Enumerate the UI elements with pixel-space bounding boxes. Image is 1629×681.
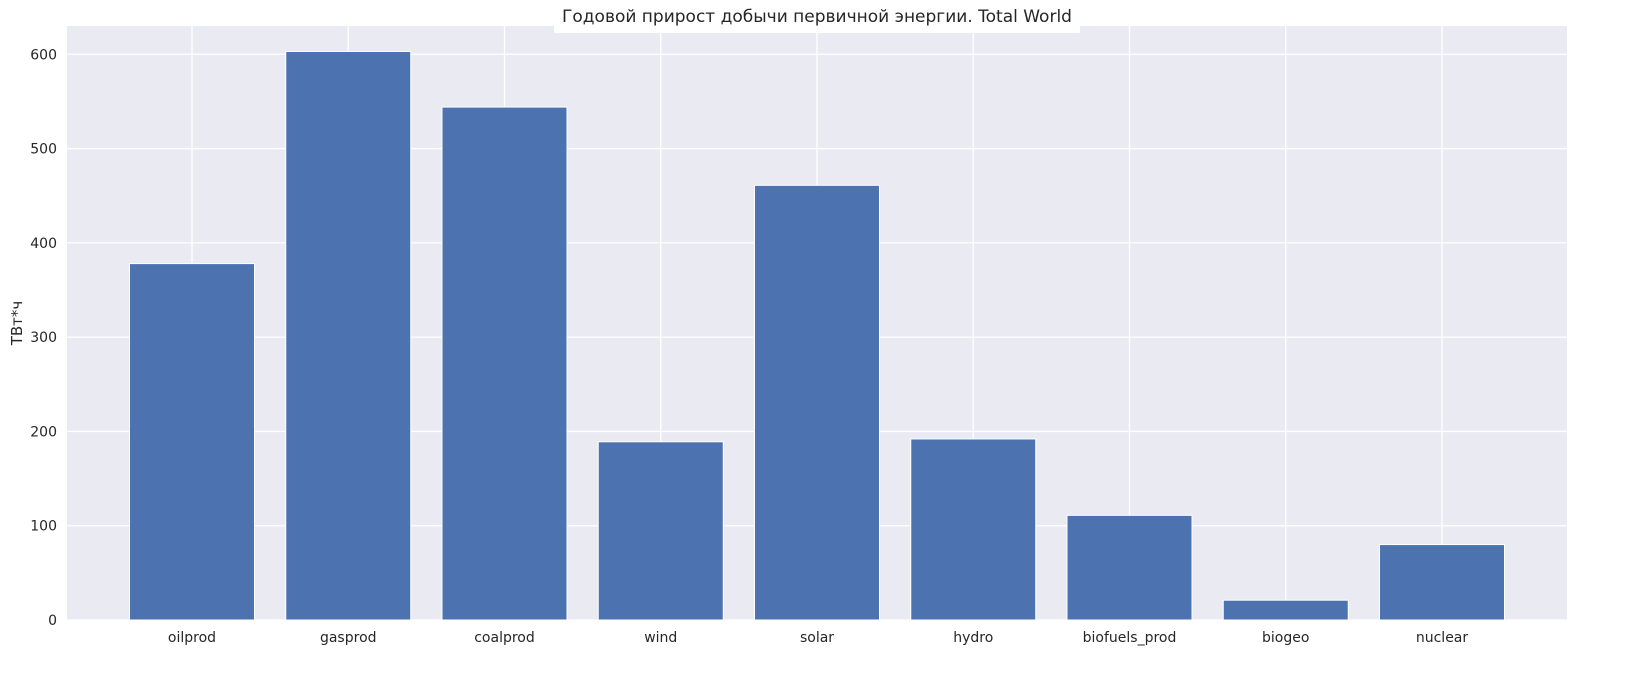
bar-biofuels_prod bbox=[1066, 514, 1193, 621]
bar-gasprod bbox=[285, 50, 412, 621]
y-tick-label: 400 bbox=[30, 236, 57, 252]
y-tick-label: 100 bbox=[30, 519, 57, 535]
chart-title: Годовой прирост добычи первичной энергии… bbox=[562, 7, 1072, 27]
chart-title-group: Годовой прирост добычи первичной энергии… bbox=[554, 0, 1080, 33]
bar-hydro bbox=[910, 438, 1037, 621]
y-tick-label: 300 bbox=[30, 330, 57, 346]
bar-coalprod bbox=[441, 106, 568, 621]
x-tick-label: gasprod bbox=[320, 630, 377, 646]
bar-oilprod bbox=[129, 263, 255, 621]
bar-nuclear bbox=[1379, 544, 1505, 621]
bar-wind bbox=[597, 441, 724, 621]
x-tick-label: oilprod bbox=[168, 630, 216, 646]
x-tick-label: biofuels_prod bbox=[1083, 630, 1177, 646]
y-tick-label: 200 bbox=[30, 424, 57, 440]
y-tick-label: 500 bbox=[30, 142, 57, 158]
title-background bbox=[554, 0, 1080, 33]
y-axis-label: ТВт*ч bbox=[8, 301, 26, 347]
bar-solar bbox=[754, 184, 880, 621]
x-tick-label: wind bbox=[644, 630, 677, 646]
y-tick-label: 0 bbox=[48, 613, 57, 629]
x-axis-ticks: oilprod gasprod coalprod wind solar hydro biof… bbox=[168, 630, 1468, 646]
x-tick-label: nuclear bbox=[1416, 630, 1469, 646]
bars bbox=[129, 50, 1505, 621]
y-axis-ticks: 0 100 200 300 400 500 600 bbox=[30, 47, 57, 629]
x-tick-label: solar bbox=[800, 630, 834, 646]
x-tick-label: coalprod bbox=[474, 630, 535, 646]
y-tick-label: 600 bbox=[30, 47, 57, 63]
bar-biogeo bbox=[1222, 599, 1349, 621]
x-tick-label: biogeo bbox=[1262, 630, 1309, 646]
x-tick-label: hydro bbox=[953, 630, 993, 646]
